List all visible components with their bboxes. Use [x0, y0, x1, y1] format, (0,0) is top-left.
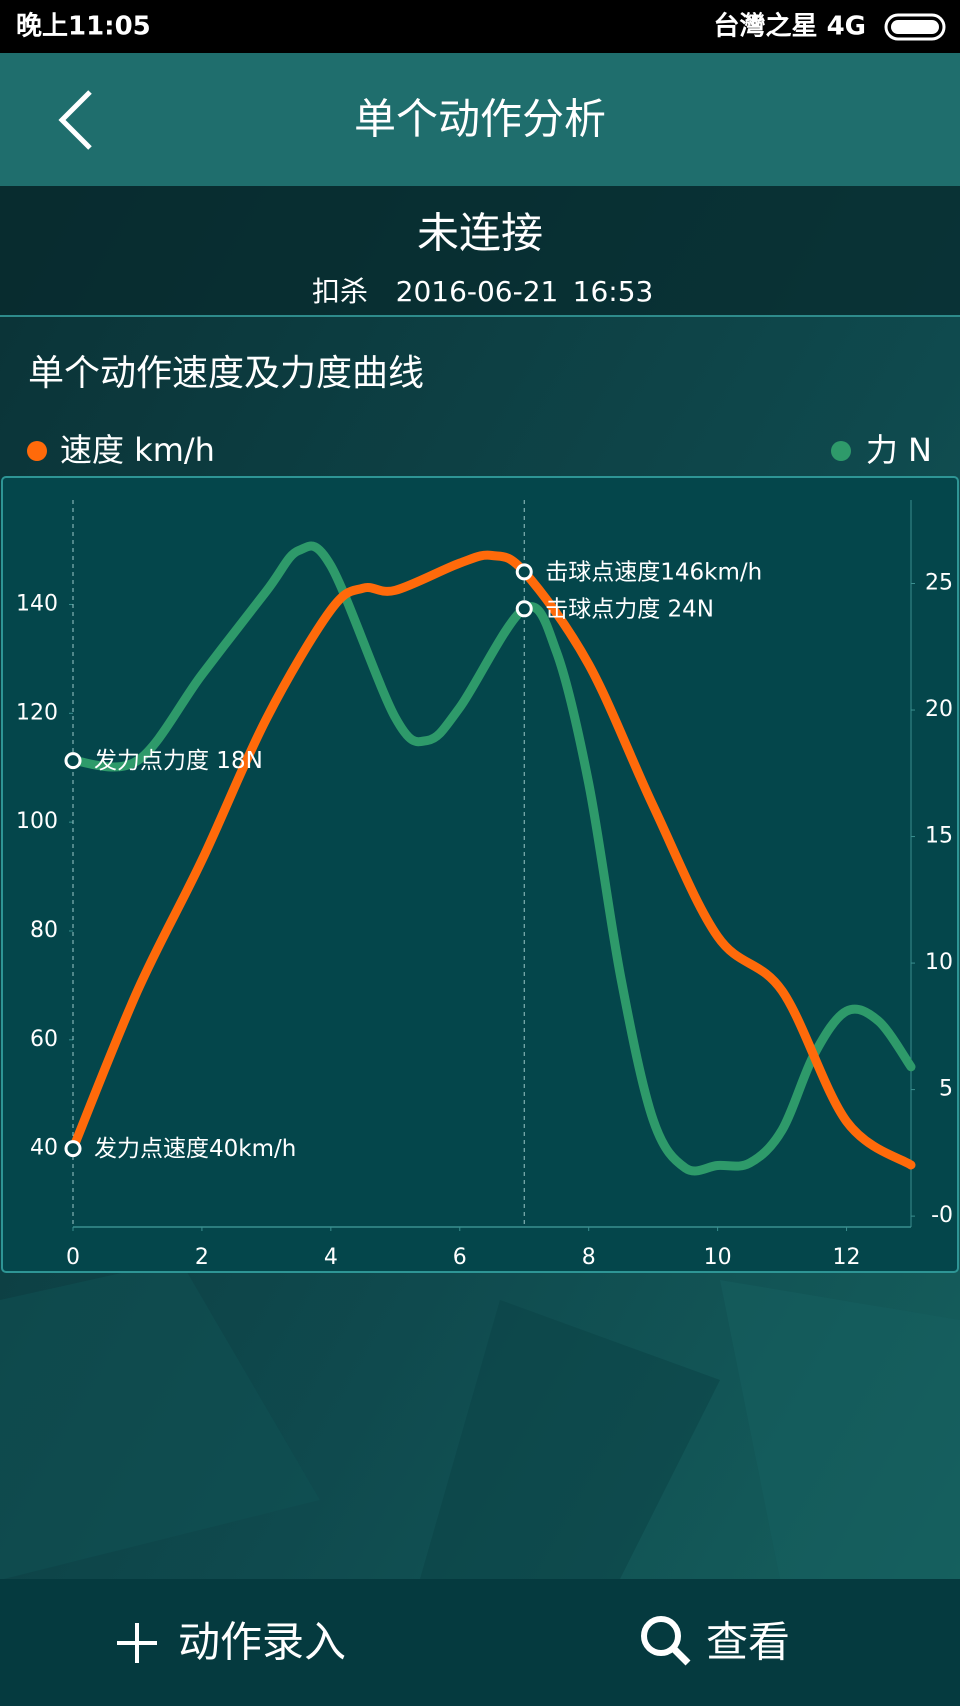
- chart-title: 单个动作速度及力度曲线: [28, 353, 424, 394]
- view-button[interactable]: 查看: [641, 1616, 790, 1667]
- y2-tick-label: 20: [925, 697, 953, 722]
- annotation-label: 发力点速度40km/h: [94, 1136, 296, 1162]
- annotation-point: [515, 600, 533, 618]
- y2-tick-label: 15: [925, 824, 953, 849]
- legend-label: 速度 km/h: [60, 431, 215, 469]
- status-carrier: 台灣之星 4G: [714, 11, 866, 42]
- annotation-label: 击球点力度 24N: [545, 596, 714, 622]
- y-tick-label: 120: [16, 700, 58, 725]
- series-line: [68, 541, 916, 1176]
- y2-tick-label: 10: [925, 950, 953, 975]
- y-tick-label: 140: [16, 591, 58, 616]
- record-button[interactable]: 动作录入: [117, 1618, 346, 1667]
- x-tick-label: 12: [833, 1245, 861, 1270]
- bg-shape: [0, 1260, 320, 1580]
- x-tick-label: 6: [453, 1245, 467, 1270]
- annotation-label: 发力点力度 18N: [94, 748, 263, 774]
- annotation-label: 击球点速度146km/h: [545, 559, 762, 585]
- action-time: 16:53: [573, 275, 654, 308]
- x-tick-label: 8: [582, 1245, 596, 1270]
- legend-label: 力 N: [866, 431, 932, 469]
- x-tick-label: 10: [704, 1245, 732, 1270]
- y-tick-label: 40: [30, 1136, 58, 1161]
- search-icon: [641, 1616, 681, 1656]
- battery-level: [891, 20, 939, 34]
- legend-marker: [27, 441, 47, 461]
- header-title: 单个动作分析: [354, 95, 606, 144]
- back-button[interactable]: [58, 90, 92, 150]
- connection-status: 未连接: [417, 209, 543, 258]
- series-line: [68, 550, 916, 1170]
- header: [0, 53, 960, 186]
- bg-shape: [720, 1280, 960, 1579]
- annotation-point: [64, 1140, 82, 1158]
- y2-tick-label: 25: [925, 571, 953, 596]
- y2-tick-label: 5: [939, 1077, 953, 1102]
- record-label: 动作录入: [178, 1618, 346, 1667]
- annotation-point: [64, 752, 82, 770]
- info-panel: [0, 186, 960, 315]
- action-date: 2016-06-21: [396, 275, 559, 308]
- x-tick-label: 2: [195, 1245, 209, 1270]
- battery: [884, 13, 946, 41]
- chart-frame: [1, 476, 959, 1273]
- y2-tick-label: -0: [931, 1203, 953, 1228]
- y-tick-label: 100: [16, 809, 58, 834]
- y-tick-label: 60: [30, 1027, 58, 1052]
- status-time: 晚上11:05: [16, 12, 151, 42]
- search-icon: [670, 1645, 691, 1666]
- annotation-point: [515, 563, 533, 581]
- x-tick-label: 0: [66, 1245, 80, 1270]
- bg-shape: [420, 1300, 720, 1579]
- legend-marker: [831, 441, 851, 461]
- y-tick-label: 80: [30, 918, 58, 943]
- status-bar: [0, 0, 960, 53]
- x-tick-label: 4: [324, 1245, 338, 1270]
- action-name: 扣杀: [312, 275, 368, 308]
- view-label: 查看: [706, 1618, 790, 1667]
- bottom-bar: [0, 1579, 960, 1706]
- chart: 40 60 80 100 120 140 -0 5 10 15 20 25 0 2 4 6 8 10 12 发力点速度…: [16, 500, 953, 1270]
